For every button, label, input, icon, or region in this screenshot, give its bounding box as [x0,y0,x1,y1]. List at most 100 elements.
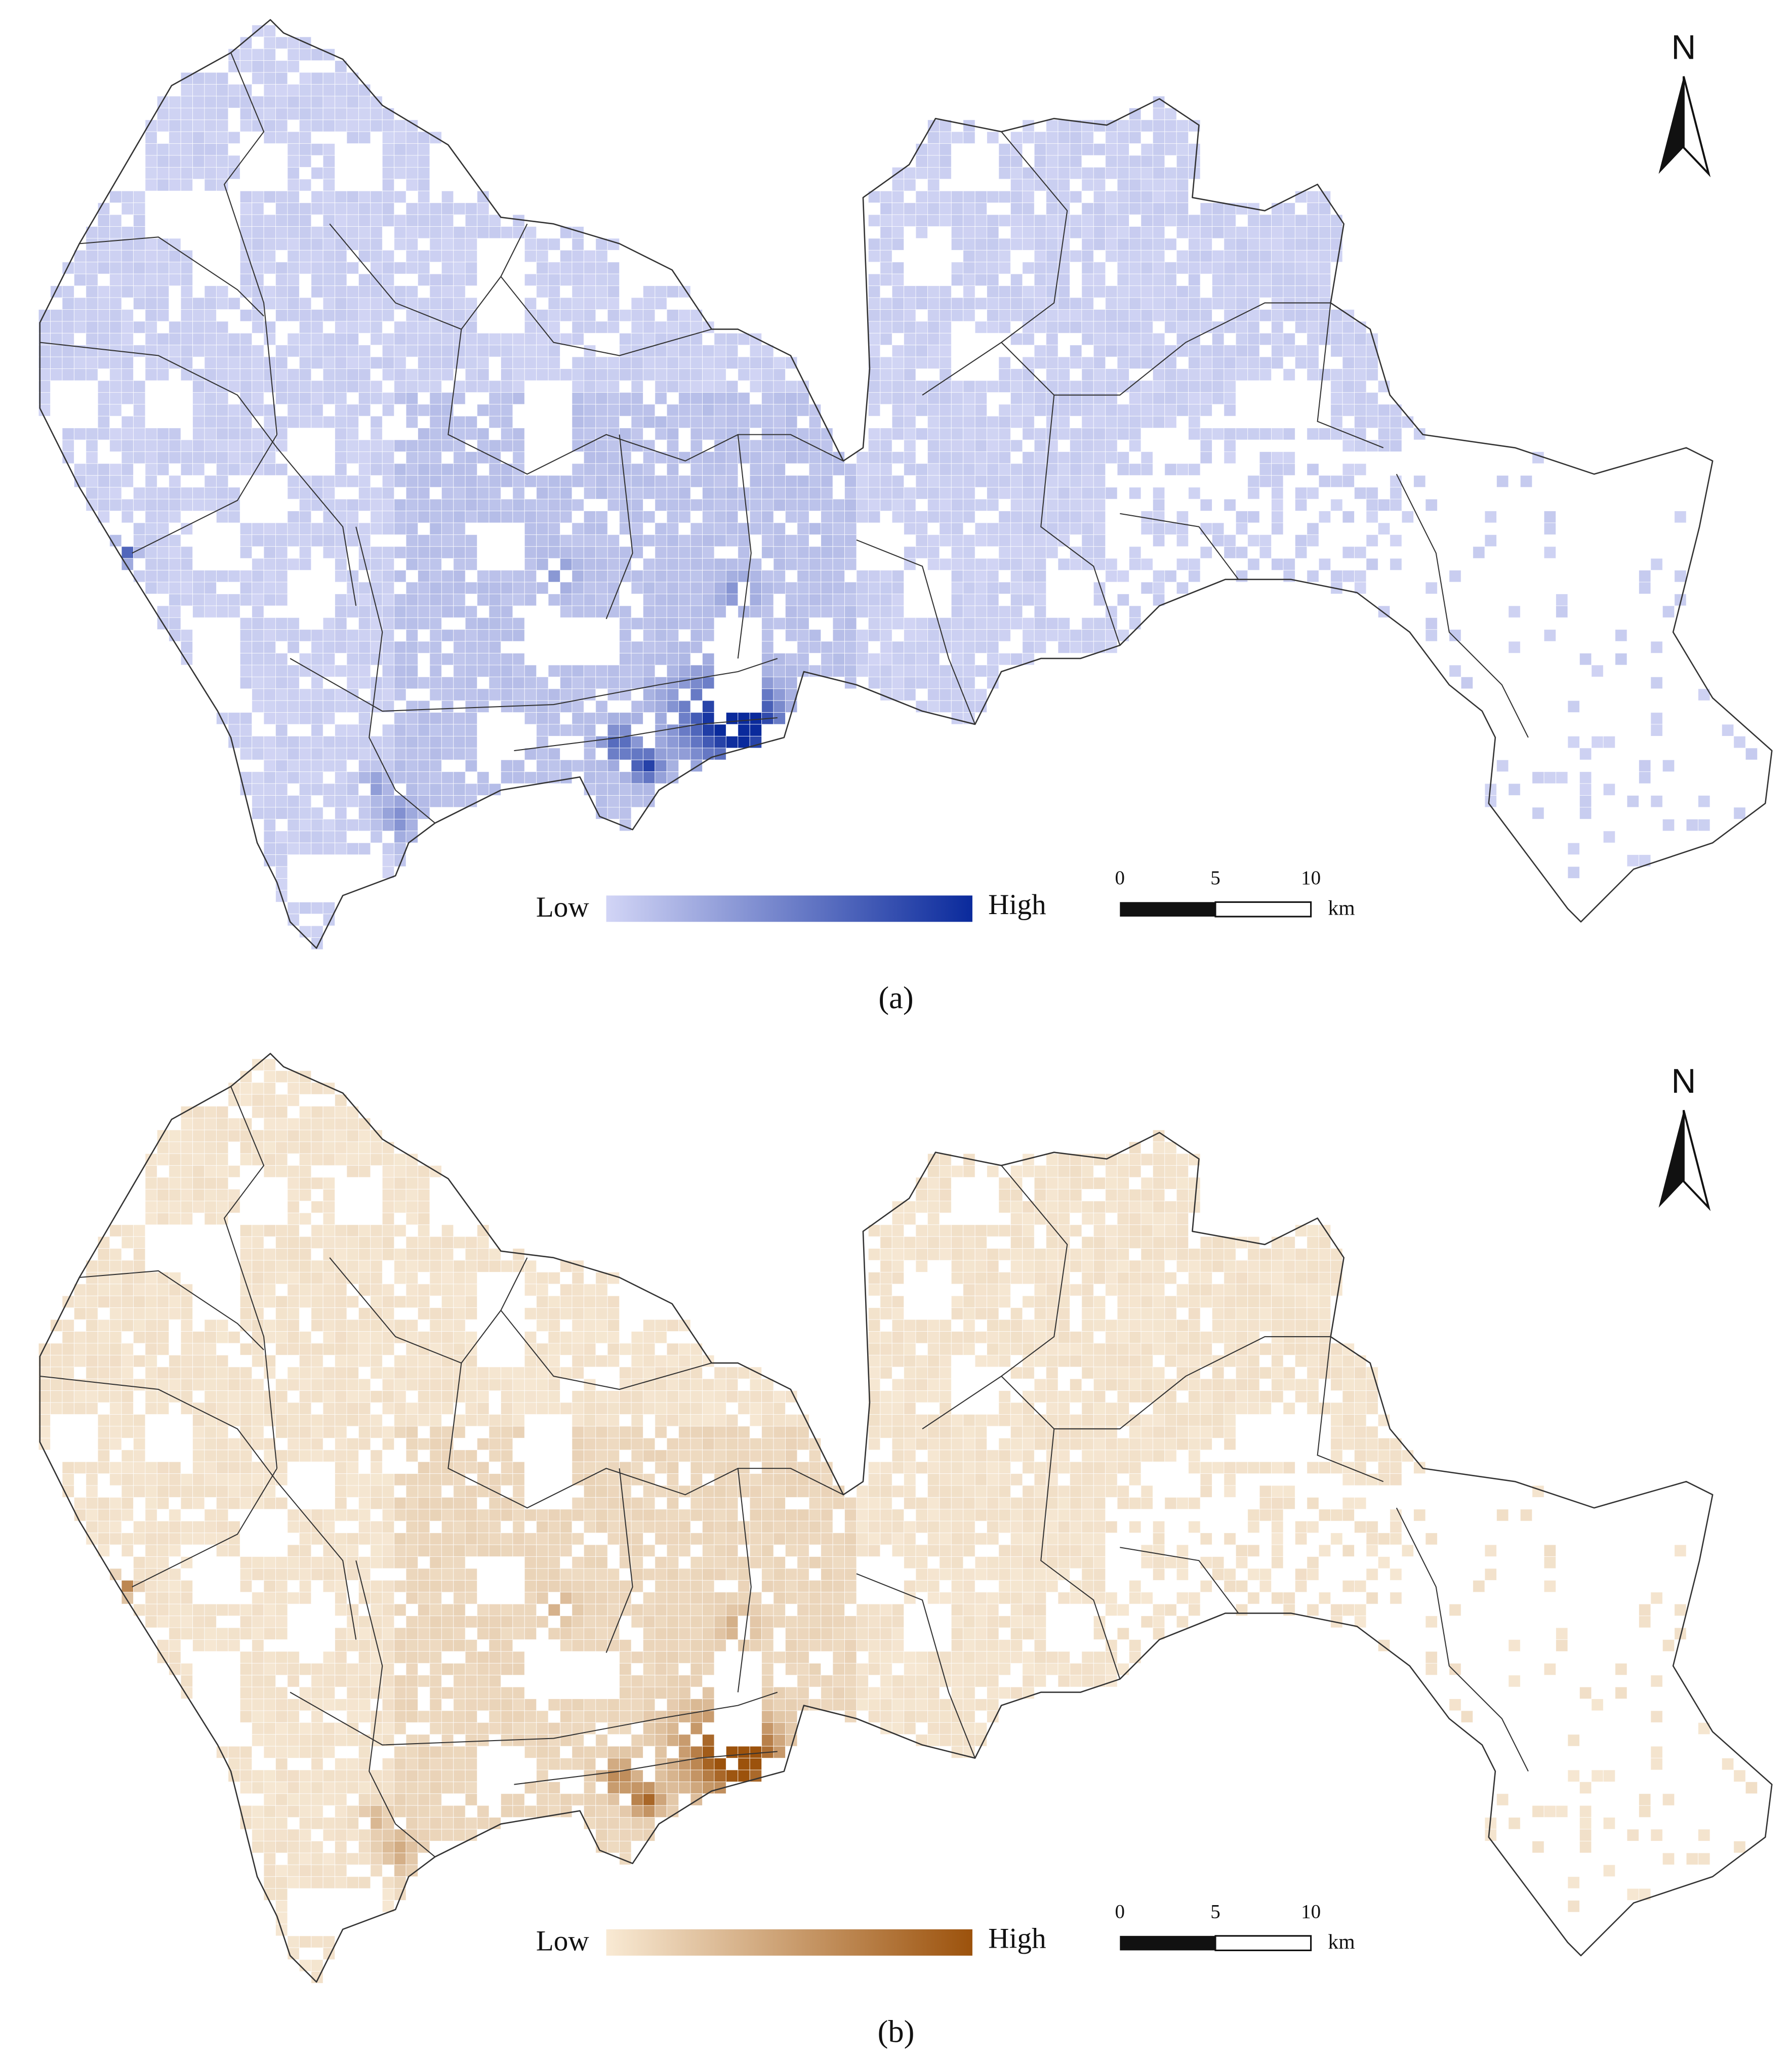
grid-cell [1022,534,1035,547]
grid-cell [1034,463,1047,476]
grid-cell [287,1568,300,1581]
grid-cell [1579,653,1592,666]
grid-cell [1129,321,1142,334]
grid-cell [619,676,632,689]
grid-cell [156,534,170,547]
grid-cell [394,439,406,452]
grid-cell [346,1710,359,1723]
grid-cell [429,309,442,322]
grid-cell [335,297,347,310]
grid-cell [370,653,383,666]
grid-cell [405,439,418,452]
grid-cell [346,1236,359,1249]
grid-cell [239,60,253,73]
district-line [1040,395,1121,646]
grid-cell [619,629,632,642]
grid-cell [939,665,952,677]
grid-cell [607,499,620,511]
grid-cell [97,1497,110,1510]
grid-cell [987,522,999,535]
grid-cell [987,676,999,689]
grid-cell [405,641,418,654]
grid-cell [714,404,726,417]
grid-cell [322,333,336,346]
grid-cell [405,617,418,630]
grid-cell [1188,297,1201,310]
grid-cell [405,143,418,156]
grid-cell [192,333,205,346]
grid-cell [642,368,656,381]
grid-cell [441,238,454,251]
grid-cell [263,1841,276,1853]
grid-cell [1081,131,1094,144]
grid-cell [97,416,110,429]
grid-cell [358,131,371,144]
grid-cell [263,1106,276,1119]
district-line [737,434,752,659]
grid-cell [394,1793,406,1806]
grid-cell [73,321,87,334]
grid-cell [252,1271,264,1285]
grid-cell [370,807,383,819]
grid-cell [856,511,869,523]
grid-cell [1188,380,1201,393]
grid-cell [169,1295,181,1308]
grid-cell [358,380,371,393]
grid-cell [299,511,312,523]
grid-cell [263,700,276,713]
grid-cell [311,831,323,843]
grid-cell [868,570,881,583]
grid-cell [346,570,359,583]
grid-cell [1010,546,1023,559]
grid-cell [370,1236,383,1249]
grid-cell [1413,475,1426,488]
grid-cell [1390,487,1402,500]
grid-cell [358,1829,371,1841]
grid-cell [631,653,643,666]
grid-cell [299,392,312,405]
grid-cell [394,392,406,405]
grid-cell [394,475,406,488]
grid-cell [156,1331,170,1344]
grid-cell [192,594,205,606]
grid-cell [418,1497,430,1510]
grid-cell [287,1663,300,1676]
grid-cell [299,1793,312,1806]
grid-cell [832,582,845,594]
grid-cell [394,771,406,784]
grid-cell [252,594,264,606]
grid-cell [1105,345,1118,357]
grid-cell [761,582,774,594]
grid-cell [252,676,264,689]
grid-cell [299,1829,312,1841]
grid-cell [572,570,584,583]
grid-cell [322,901,336,915]
grid-cell [1129,273,1142,286]
grid-cell [1259,214,1272,227]
grid-cell [1164,392,1177,405]
grid-cell [441,250,454,263]
grid-cell [725,439,739,452]
grid-cell [405,1699,418,1711]
grid-cell [73,1402,87,1415]
grid-cell [299,309,312,322]
grid-cell [1057,131,1070,144]
grid-cell [904,297,916,310]
grid-cell [832,570,845,583]
grid-cell [346,783,359,796]
grid-cell [252,1319,264,1332]
grid-cell [583,570,596,583]
grid-cell [904,688,916,701]
grid-cell [204,1189,217,1202]
grid-cell [156,428,170,440]
grid-cell [311,1343,323,1355]
grid-cell [287,1935,300,1948]
grid-cell [1259,428,1272,440]
grid-cell [275,1260,288,1272]
grid-cell [714,392,726,405]
grid-cell [73,297,87,310]
grid-cell [418,605,430,618]
grid-cell [477,428,490,440]
grid-cell [73,262,87,274]
grid-cell [204,1141,217,1154]
